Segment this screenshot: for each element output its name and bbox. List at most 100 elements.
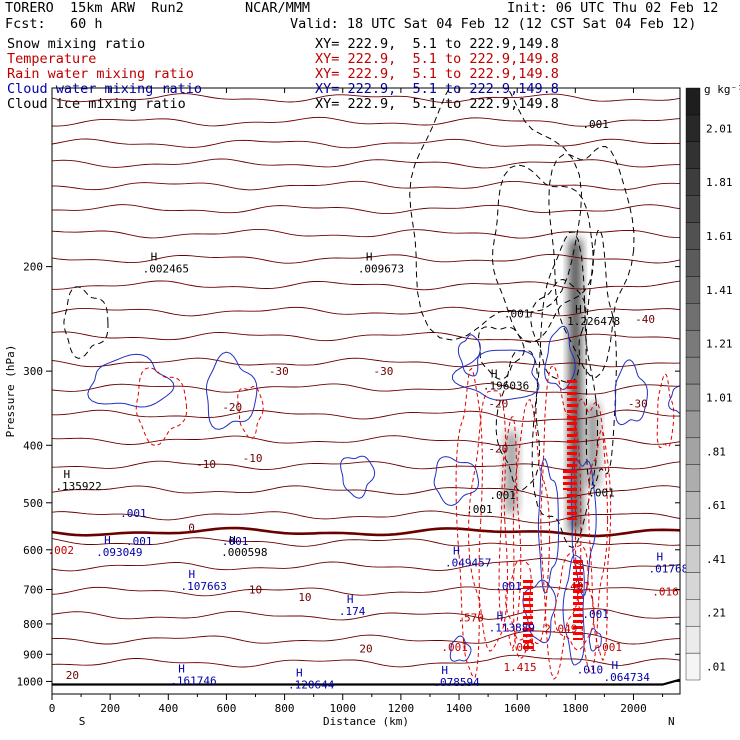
- y-tick-label: 800: [23, 618, 43, 631]
- isotherm: [52, 435, 680, 447]
- colorbar-segment: [685, 464, 701, 492]
- colorbar-tick-label: 2.01: [706, 122, 733, 135]
- maximum-marker: H: [229, 534, 236, 547]
- cloud-water-contour: [449, 635, 472, 662]
- isotherm-label: 20: [359, 642, 372, 655]
- x-tick-label: 1200: [388, 702, 415, 715]
- x-tick-label: 400: [158, 702, 178, 715]
- field-name: Temperature: [7, 51, 97, 67]
- org-label: NCAR/MMM: [245, 0, 311, 16]
- contour-value-label: .001: [582, 118, 609, 131]
- colorbar-segment: [685, 303, 701, 331]
- colorbar-tick-label: 1.61: [706, 230, 733, 243]
- snow-contour: [548, 145, 635, 378]
- field-range: XY= 222.9, 5.1 to 222.9,149.8: [315, 36, 559, 52]
- isotherm-label: -10: [196, 458, 216, 471]
- field-name: Snow mixing ratio: [7, 36, 146, 52]
- snow-contour: [495, 349, 541, 492]
- maximum-value: .107663: [180, 580, 226, 593]
- colorbar-segment: [685, 491, 701, 519]
- cloud-water-contour: [87, 353, 175, 408]
- y-tick-label: 1000: [17, 675, 44, 688]
- rain-contour: [468, 390, 509, 652]
- maximum-value: 1.226478: [567, 315, 620, 328]
- cloud-water-contour: [588, 628, 602, 652]
- isotherm: [52, 306, 680, 317]
- south-end-label: S: [79, 715, 86, 728]
- contour-value-label: .001: [504, 308, 531, 321]
- isotherm-label: -40: [635, 313, 655, 326]
- colorbar-segment: [685, 222, 701, 250]
- snow-contour: [491, 164, 594, 344]
- colorbar-segment: [685, 437, 701, 465]
- colorbar-segment: [685, 599, 701, 627]
- isotherm: [52, 280, 680, 291]
- isotherm-label: -30: [269, 365, 289, 378]
- rain-contour: [505, 559, 532, 641]
- snow-contour: [531, 231, 599, 549]
- contour-value-label: .001: [222, 535, 249, 548]
- maximum-value: .002465: [143, 263, 189, 276]
- isotherm: [52, 557, 680, 572]
- field-name: Cloud ice mixing ratio: [7, 96, 186, 112]
- colorbar-tick-label: .01: [706, 661, 726, 674]
- rain-contour: [135, 367, 188, 447]
- colorbar-tick-label: .61: [706, 499, 726, 512]
- x-tick-label: 0: [49, 702, 56, 715]
- field-range: XY= 222.9, 5.1 to 222.9,149.8: [315, 66, 559, 82]
- snow-shading: [586, 403, 599, 487]
- snow-contour: [530, 278, 587, 384]
- rain-contour: [656, 373, 675, 449]
- isotherm: [52, 654, 680, 668]
- isotherm-label: -10: [243, 452, 263, 465]
- maximum-marker: H: [366, 251, 373, 264]
- contour-value-label: .001: [596, 641, 623, 654]
- contour-labels: -30 -30-20-20-10 -10-40-30-20010102020H.00…: [47, 118, 688, 692]
- contour-value-label: 1.415: [504, 661, 537, 674]
- maximum-marker: H: [497, 610, 504, 623]
- freezing-level: [52, 526, 680, 538]
- contour-value-label: 2.049: [544, 623, 577, 636]
- maximum-marker: H: [188, 568, 195, 581]
- contour-value-label: .001: [441, 641, 468, 654]
- contour-value-label: .001: [510, 641, 537, 654]
- y-tick-label: 300: [23, 365, 43, 378]
- rain-contour: [588, 429, 612, 662]
- colorbar: g kg⁻¹ .01 .21 .41 .61 .81 1.01 1.21 1.41 1.61 1.8…: [685, 83, 740, 681]
- isotherm-label: 10: [298, 591, 311, 604]
- colorbar-tick-label: .81: [706, 445, 726, 458]
- isotherm-label: -20: [222, 401, 242, 414]
- x-tick-label: 200: [100, 702, 120, 715]
- colorbar-segment: [685, 195, 701, 223]
- colorbar-segment: [685, 572, 701, 600]
- colorbar-segment: [685, 114, 701, 143]
- maximum-marker: H: [441, 664, 448, 677]
- contour-value-label: .401: [564, 580, 591, 593]
- contour-value-label: .001: [495, 580, 522, 593]
- isotherm: [52, 460, 680, 471]
- cloud-water-contour: [451, 349, 540, 401]
- contour-value-label: .001: [466, 503, 493, 516]
- rain-contour: [553, 544, 595, 651]
- field-name: Rain water mixing ratio: [7, 66, 194, 82]
- colorbar-segment: [685, 141, 701, 169]
- rain-contour: [498, 416, 522, 650]
- maximum-value: .196036: [483, 380, 529, 393]
- x-axis: 0 200 400 600 800 1000 1200 1400 1600 1800 2000Dis…: [49, 88, 675, 728]
- rain-contour: [237, 386, 264, 440]
- maximum-marker: H: [151, 251, 158, 264]
- rain-contour: [540, 365, 582, 680]
- colorbar-segment: [685, 276, 701, 304]
- colorbar-segment: [685, 356, 701, 385]
- isotherm: [52, 253, 680, 264]
- x-tick-label: 1000: [329, 702, 356, 715]
- colorbar-segment: [685, 249, 701, 277]
- isotherm-label: 0: [188, 521, 195, 534]
- x-axis-label: Distance (km): [323, 715, 409, 728]
- contour-value-label: .001: [120, 507, 147, 520]
- y-tick-label: 500: [23, 497, 43, 510]
- cloud-water-contour: [433, 456, 480, 507]
- ground-line: [52, 678, 680, 686]
- colorbar-segment: [685, 168, 701, 196]
